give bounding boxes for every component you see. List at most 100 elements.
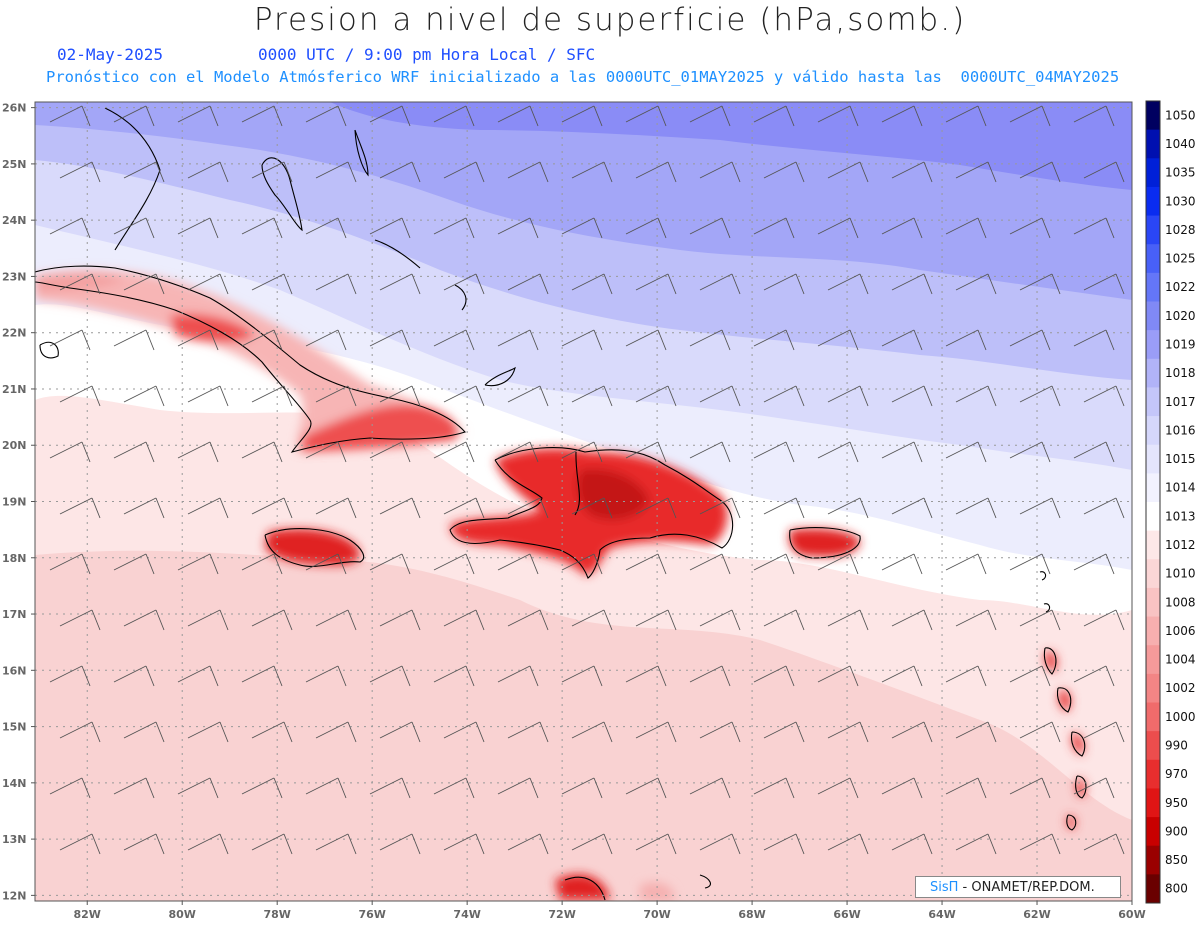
colorbar-label: 1013: [1165, 509, 1196, 523]
wind-barb: [59, 385, 101, 407]
colorbar-label: 1004: [1165, 653, 1196, 667]
wind-barb: [571, 833, 613, 855]
wind-barb: [123, 721, 165, 743]
colorbar-label: 1025: [1165, 252, 1196, 266]
wind-barb: [881, 553, 923, 575]
wind-barb: [817, 105, 859, 127]
wind-barb: [561, 777, 603, 799]
wind-barb: [1019, 609, 1061, 631]
wind-barb: [497, 329, 539, 351]
wind-barb: [433, 329, 475, 351]
wind-barb: [817, 441, 859, 463]
lon-tick-label: 82W: [74, 908, 101, 921]
wind-barb: [187, 497, 229, 519]
wind-barb: [891, 161, 933, 183]
colorbar-label: 970: [1165, 767, 1188, 781]
colorbar-label: 850: [1165, 853, 1188, 867]
colorbar-swatch: [1146, 673, 1160, 703]
wind-barb: [507, 833, 549, 855]
graticule: [35, 102, 1133, 901]
wind-barb: [763, 161, 805, 183]
wind-barb: [881, 329, 923, 351]
wind-barb: [113, 217, 155, 239]
wind-barb: [59, 273, 101, 295]
colorbar-swatch: [1146, 101, 1160, 131]
colorbar-swatch: [1146, 559, 1160, 589]
wind-barb: [699, 609, 741, 631]
wind-barb: [561, 105, 603, 127]
lat-tick-label: 18N: [2, 552, 27, 565]
lon-tick-label: 60W: [1118, 908, 1145, 921]
wind-barb: [433, 777, 475, 799]
colorbar-swatch: [1146, 444, 1160, 474]
wind-barb: [177, 105, 219, 127]
colorbar-label: 1040: [1165, 137, 1196, 151]
wind-barb: [1009, 553, 1051, 575]
colorbar-swatch: [1146, 186, 1160, 217]
wind-barb: [241, 441, 283, 463]
wind-barb: [369, 441, 411, 463]
wind-barb: [507, 497, 549, 519]
wind-barb: [379, 721, 421, 743]
lon-tick-label: 64W: [928, 908, 955, 921]
wind-barb: [571, 385, 613, 407]
colorbar-label: 950: [1165, 796, 1188, 810]
wind-barb: [379, 497, 421, 519]
wind-barb: [635, 721, 677, 743]
wind-barb: [1019, 385, 1061, 407]
colorbar-label: 1020: [1165, 309, 1196, 323]
wind-barb: [379, 161, 421, 183]
wind-barb: [113, 553, 155, 575]
wind-barb: [123, 609, 165, 631]
wind-barb: [369, 777, 411, 799]
wind-barb: [123, 273, 165, 295]
lat-tick-label: 13N: [2, 833, 27, 846]
wind-barb: [59, 721, 101, 743]
wind-barb: [315, 273, 357, 295]
wind-barb: [507, 273, 549, 295]
pressure-field: [35, 102, 1132, 901]
wind-barb: [433, 665, 475, 687]
wind-barb: [241, 777, 283, 799]
credit-box: SisΠ - ONAMET/REP.DOM.: [915, 876, 1121, 898]
colorbar-swatch: [1146, 817, 1160, 847]
wind-barb: [689, 665, 731, 687]
wind-barb: [945, 777, 987, 799]
colorbar-swatch: [1146, 358, 1160, 388]
wind-barb: [635, 161, 677, 183]
colorbar-swatch: [1146, 416, 1160, 446]
wind-barb: [817, 665, 859, 687]
wind-barb: [1083, 609, 1125, 631]
colorbar-label: 800: [1165, 882, 1188, 896]
wind-barb: [507, 609, 549, 631]
colorbar-label: 1028: [1165, 223, 1196, 237]
wind-barb: [443, 385, 485, 407]
colorbar-label: 1010: [1165, 567, 1196, 581]
wind-barb: [497, 553, 539, 575]
wind-barb: [305, 665, 347, 687]
wind-barb: [827, 273, 869, 295]
wind-barb: [1073, 777, 1115, 799]
wind-barb: [1073, 553, 1115, 575]
colorbar-swatch: [1146, 616, 1160, 646]
forecast-info: Pronóstico con el Modelo Atmósferico WRF…: [46, 68, 1120, 86]
lat-tick-label: 22N: [2, 327, 27, 340]
wind-barb: [177, 777, 219, 799]
wind-barb: [1019, 721, 1061, 743]
wind-barb: [689, 329, 731, 351]
wind-barb: [507, 161, 549, 183]
wind-barb: [891, 609, 933, 631]
wind-barb: [241, 553, 283, 575]
wind-barb: [625, 217, 667, 239]
wind-barb: [49, 777, 91, 799]
wind-barb: [315, 385, 357, 407]
wind-barb: [699, 497, 741, 519]
lon-tick-label: 74W: [453, 908, 480, 921]
wind-barb: [763, 609, 805, 631]
wind-barb: [635, 385, 677, 407]
wind-barb: [59, 497, 101, 519]
wind-barb: [571, 609, 613, 631]
lat-tick-label: 14N: [2, 777, 27, 790]
wind-barb: [59, 161, 101, 183]
wind-barbs: [49, 105, 1125, 855]
